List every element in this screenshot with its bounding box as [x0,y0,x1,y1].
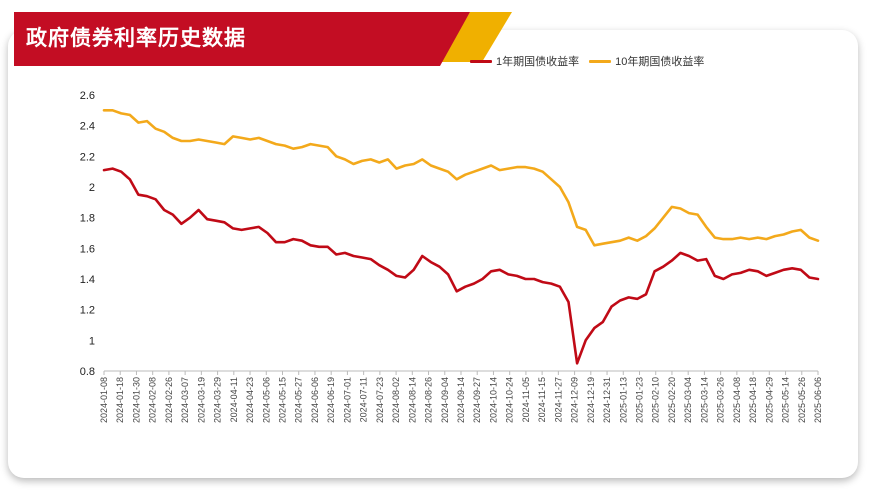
y-tick-label: 1 [89,335,95,347]
series-line-10y [102,109,820,247]
x-tick-label: 2024-07-01 [342,377,352,423]
series-line-1y [102,167,820,365]
x-tick-label: 2024-11-15 [537,377,547,422]
legend-item-1y: 1年期国债收益率 [470,53,579,69]
y-tick-label: 2.2 [80,151,95,163]
y-tick-label: 1.4 [80,274,95,286]
x-tick-label: 2024-08-14 [407,377,417,423]
x-tick-label: 2024-11-05 [521,377,531,422]
legend-label-1y: 1年期国债收益率 [496,56,580,68]
x-tick-label: 2024-12-09 [570,377,580,423]
x-tick-label: 2024-09-14 [456,377,466,423]
title-banner [14,12,512,66]
x-tick-label: 2025-03-26 [716,377,726,423]
y-tick-label: 2.6 [80,90,95,102]
x-tick-label: 2024-04-23 [245,377,255,423]
x-tick-label: 2024-01-30 [131,377,141,423]
x-tick-label: 2024-12-31 [602,377,612,423]
y-tick-label: 2 [89,182,95,194]
x-tick-label: 2024-01-18 [115,377,125,423]
x-tick-label: 2025-04-08 [732,377,742,423]
x-tick-label: 2025-05-14 [781,377,791,423]
x-tick-label: 2025-02-10 [651,377,661,423]
page-title: 政府债券利率历史数据 [26,26,246,50]
legend-swatch-10y [589,59,612,63]
x-tick-label: 2024-03-19 [196,377,206,423]
x-tick-label: 2025-04-29 [764,377,774,423]
title-banner-gold-accent [440,12,512,62]
legend-swatch-1y [470,59,492,63]
x-tick-label: 2025-03-04 [683,377,693,423]
x-tick-label: 2024-09-04 [440,377,450,423]
x-tick-label: 2024-05-15 [278,377,288,423]
x-tick-label: 2024-12-19 [586,377,596,423]
x-tick-label: 2025-01-23 [635,377,645,423]
x-tick-label: 2024-04-11 [229,377,239,422]
legend-item-10y: 10年期国债收益率 [589,53,704,69]
x-tick-label: 2024-02-08 [148,377,158,423]
x-tick-label: 2024-10-24 [505,377,515,423]
x-tick-label: 2024-08-02 [391,377,401,423]
x-tick-label: 2024-05-27 [294,377,304,423]
y-tick-label: 0.8 [80,366,95,378]
x-tick-label: 2024-01-08 [99,377,109,423]
x-tick-label: 2024-07-23 [375,377,385,423]
x-tick-label: 2024-06-19 [326,377,336,423]
x-tick-label: 2025-03-14 [699,377,709,423]
y-tick-label: 1.2 [80,305,95,317]
x-tick-label: 2025-02-20 [667,377,677,423]
x-tick-label: 2024-08-26 [424,377,434,423]
x-tick-label: 2024-03-07 [180,377,190,423]
y-tick-label: 1.6 [80,243,95,255]
x-tick-label: 2024-07-11 [359,377,369,422]
x-tick-label: 2025-04-18 [748,377,758,423]
x-tick-label: 2024-03-29 [213,377,223,423]
x-tick-label: 2024-06-06 [310,377,320,423]
x-tick-label: 2024-02-26 [164,377,174,423]
x-tick-label: 2024-10-14 [488,377,498,423]
chart-card [8,30,858,478]
x-tick-label: 2024-05-06 [261,377,271,423]
legend-label-10y: 10年期国债收益率 [615,56,705,68]
x-tick-label: 2025-05-26 [797,377,807,423]
x-tick-label: 2025-06-06 [813,377,823,423]
x-tick-label: 2024-09-27 [472,377,482,423]
chart-legend: 1年期国债收益率 10年期国债收益率 [470,53,714,69]
y-tick-label: 2.4 [80,121,95,133]
x-tick-label: 2025-01-13 [618,377,628,423]
y-tick-label: 1.8 [80,213,95,225]
title-banner-red [14,12,470,66]
x-tick-label: 2024-11-27 [553,377,563,422]
